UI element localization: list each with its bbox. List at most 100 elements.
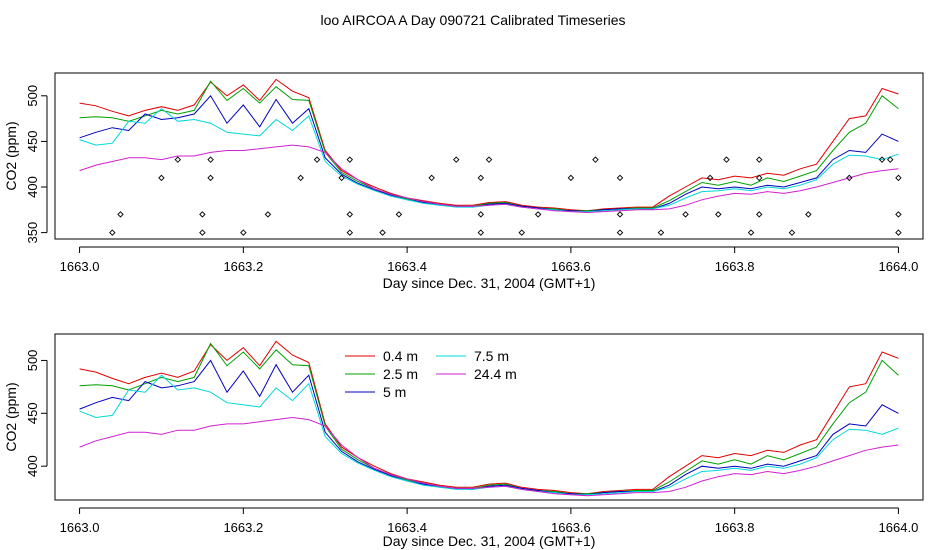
top-y-tick-label: 500	[25, 85, 40, 107]
figure-title: loo AIRCOA A Day 090721 Calibrated Times…	[320, 12, 625, 28]
bottom-series-line-7-5-m	[79, 374, 899, 496]
bottom-series-lines	[79, 340, 899, 497]
marker-point	[477, 229, 485, 236]
top-y-tick-label: 400	[25, 176, 40, 198]
top-series-line-24-4-m	[79, 144, 899, 214]
marker-point	[755, 211, 763, 218]
top-x-axis-label: Day since Dec. 31, 2004 (GMT+1)	[383, 275, 596, 291]
marker-point	[788, 229, 796, 236]
bottom-y-axis-label: CO2 (ppm)	[3, 382, 19, 451]
top-x-tick-label: 1663.0	[60, 259, 100, 274]
marker-point	[895, 229, 902, 236]
marker-point	[477, 211, 485, 218]
top-series-line-0-4-m	[79, 78, 899, 212]
marker-point	[453, 156, 460, 163]
bottom-x-axis: 1663.0 1663.2 1663.4 1663.6 1663.8 1664.0	[60, 507, 919, 535]
top-x-tick-label: 1663.4	[387, 259, 427, 274]
legend-item-5-m: 5 m	[345, 384, 406, 400]
top-series-lines	[79, 78, 899, 214]
bottom-series-line-0-4-m	[79, 340, 899, 495]
marker-point	[346, 229, 354, 236]
marker-point	[534, 211, 542, 218]
top-x-tick-label: 1663.8	[715, 259, 755, 274]
marker-point	[207, 156, 214, 163]
marker-point	[207, 174, 214, 182]
marker-point	[846, 174, 853, 182]
legend-item-0-4-m: 0.4 m	[345, 348, 418, 364]
marker-point	[117, 211, 124, 218]
marker-point	[518, 229, 525, 236]
bottom-x-tick-label: 1663.2	[223, 520, 263, 535]
legend: 0.4 m 2.5 m 5 m 7.5 m 24.4 m	[345, 348, 517, 400]
legend-label: 0.4 m	[383, 348, 418, 364]
marker-point	[346, 211, 354, 218]
marker-point	[616, 211, 624, 218]
top-y-tick-label: 450	[25, 131, 40, 153]
bottom-x-tick-label: 1663.0	[60, 520, 100, 535]
top-y-tick-label: 350	[25, 222, 40, 244]
bottom-series-line-2-5-m	[79, 342, 899, 495]
bottom-y-tick-label: 450	[25, 402, 40, 424]
top-series-line-2-5-m	[79, 80, 899, 212]
bottom-x-tick-label: 1663.4	[387, 520, 427, 535]
legend-item-24-4-m: 24.4 m	[436, 366, 517, 382]
legend-label: 2.5 m	[383, 366, 418, 382]
legend-label: 24.4 m	[474, 366, 517, 382]
marker-point	[895, 211, 902, 218]
top-x-tick-label: 1663.6	[551, 259, 591, 274]
top-y-axis: 350 400 450 500	[25, 85, 48, 244]
bottom-plot-frame	[54, 333, 924, 501]
bottom-y-tick-label: 500	[25, 350, 40, 372]
marker-point	[240, 229, 247, 236]
marker-point	[592, 156, 599, 163]
marker-point	[805, 211, 812, 218]
marker-point	[485, 156, 493, 163]
marker-point	[199, 229, 206, 236]
marker-point	[395, 211, 403, 218]
marker-point	[158, 174, 165, 182]
marker-point	[878, 156, 886, 163]
marker-point	[715, 211, 722, 218]
bottom-x-tick-label: 1663.6	[551, 520, 591, 535]
marker-point	[174, 156, 182, 163]
marker-point	[616, 229, 624, 236]
top-series-line-7-5-m	[79, 107, 899, 213]
top-panel: 1663.0 1663.2 1663.4 1663.6 1663.8 1664.0 350…	[3, 72, 924, 291]
top-plot-frame	[54, 72, 924, 240]
bottom-y-axis: 400 450 500	[25, 350, 48, 477]
bottom-panel: 1663.0 1663.2 1663.4 1663.6 1663.8 1664.0 400…	[3, 333, 924, 549]
marker-point	[682, 211, 689, 218]
top-y-axis-label: CO2 (ppm)	[3, 121, 19, 190]
top-x-tick-label: 1663.2	[223, 259, 263, 274]
legend-item-7-5-m: 7.5 m	[436, 348, 509, 364]
marker-point	[567, 174, 575, 182]
top-x-axis: 1663.0 1663.2 1663.4 1663.6 1663.8 1664.0	[60, 246, 919, 274]
legend-item-2-5-m: 2.5 m	[345, 366, 418, 382]
top-series-line-5-m	[79, 94, 899, 213]
marker-point	[297, 174, 304, 182]
marker-point	[428, 174, 435, 182]
bottom-series-line-5-m	[79, 359, 899, 496]
marker-point	[723, 156, 730, 163]
marker-point	[616, 174, 624, 182]
marker-point	[109, 229, 116, 236]
marker-point	[199, 211, 206, 218]
bottom-x-axis-label: Day since Dec. 31, 2004 (GMT+1)	[383, 533, 596, 549]
marker-point	[346, 156, 354, 163]
marker-point	[895, 174, 902, 182]
marker-point	[747, 229, 755, 236]
marker-point	[477, 174, 485, 182]
bottom-x-tick-label: 1664.0	[879, 520, 919, 535]
marker-point	[755, 174, 763, 182]
marker-point	[706, 174, 714, 182]
bottom-y-tick-label: 400	[25, 455, 40, 477]
marker-point	[379, 229, 386, 236]
top-markers	[109, 156, 902, 236]
bottom-x-tick-label: 1663.8	[715, 520, 755, 535]
top-x-tick-label: 1664.0	[879, 259, 919, 274]
marker-point	[313, 156, 321, 163]
bottom-series-line-24-4-m	[79, 416, 899, 497]
marker-point	[755, 156, 763, 163]
marker-point	[338, 174, 345, 182]
